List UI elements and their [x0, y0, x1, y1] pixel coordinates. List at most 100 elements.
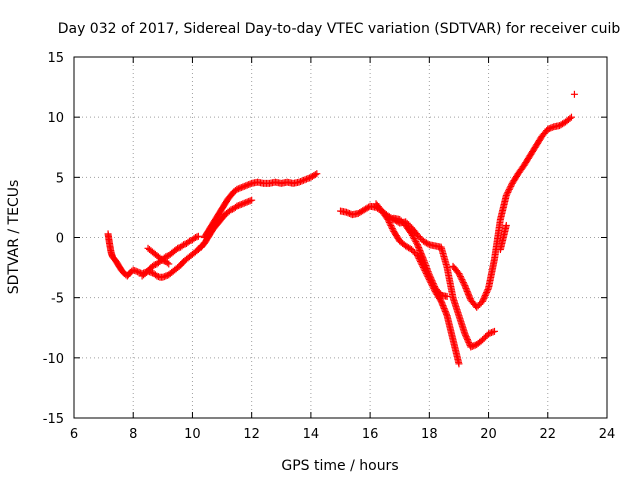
- data-point: [233, 202, 241, 210]
- data-point: [481, 293, 489, 301]
- y-tick-label: 15: [47, 51, 64, 66]
- data-point: [236, 201, 244, 209]
- data-point: [159, 256, 167, 264]
- data-point: [504, 188, 512, 196]
- data-point: [194, 232, 202, 240]
- data-point: [479, 296, 487, 304]
- data-point: [311, 171, 319, 179]
- data-point: [298, 177, 306, 185]
- x-tick-labels: 6 8 10 12 14 16 18 20 22 24: [70, 427, 615, 442]
- series-arc-7: [372, 200, 463, 368]
- data-point: [505, 187, 513, 195]
- series-arc-3: [144, 244, 173, 268]
- data-point: [163, 259, 171, 267]
- data-point: [242, 182, 250, 190]
- data-point: [459, 277, 467, 285]
- data-point: [470, 342, 478, 350]
- x-tick-label: 18: [421, 427, 438, 442]
- data-point: [154, 273, 162, 281]
- data-point: [384, 215, 392, 223]
- data-point: [463, 334, 471, 342]
- data-point: [386, 220, 394, 228]
- data-point: [237, 200, 245, 208]
- data-point: [162, 272, 170, 280]
- data-point: [408, 231, 416, 239]
- data-point: [237, 184, 245, 192]
- data-point: [427, 275, 435, 283]
- data-point: [479, 297, 487, 305]
- data-point: [462, 331, 470, 339]
- data-point: [483, 287, 491, 295]
- data-point: [248, 196, 256, 204]
- data-point: [132, 267, 140, 275]
- data-point: [313, 170, 321, 178]
- data-point: [479, 336, 487, 344]
- data-point: [464, 337, 472, 345]
- x-tick-label: 6: [70, 427, 78, 442]
- data-point: [129, 266, 137, 274]
- data-point: [566, 114, 574, 122]
- data-point: [473, 303, 481, 311]
- data-point: [234, 202, 242, 210]
- data-point: [174, 244, 182, 252]
- data-point: [242, 199, 250, 207]
- data-point: [427, 274, 435, 282]
- data-point: [429, 278, 437, 286]
- data-point: [185, 237, 193, 245]
- data-point: [424, 240, 432, 248]
- x-tick-label: 10: [184, 427, 201, 442]
- data-point: [482, 333, 490, 341]
- data-point: [165, 260, 173, 268]
- data-point: [428, 277, 436, 285]
- data-point: [191, 234, 199, 241]
- data-point: [239, 183, 247, 191]
- data-point: [462, 333, 470, 341]
- data-point: [236, 184, 244, 192]
- data-point: [455, 360, 463, 368]
- data-point: [456, 271, 464, 279]
- y-tick-label: -15: [43, 412, 64, 427]
- data-point: [463, 336, 471, 344]
- data-point: [570, 90, 578, 98]
- data-point: [547, 124, 555, 132]
- data-point: [301, 176, 309, 184]
- data-point: [425, 271, 433, 279]
- data-point: [159, 273, 167, 281]
- series-arc-5: [200, 170, 321, 241]
- data-point: [411, 236, 419, 244]
- data-point: [399, 218, 407, 226]
- data-point: [396, 215, 404, 223]
- data-point: [160, 273, 168, 281]
- data-point: [408, 230, 416, 238]
- data-point: [302, 175, 310, 183]
- data-point: [544, 125, 552, 133]
- x-axis-label: GPS time / hours: [281, 458, 398, 474]
- data-point: [490, 327, 498, 335]
- data-point: [246, 180, 254, 188]
- y-tick-label: 0: [56, 232, 64, 247]
- data-points: [104, 90, 578, 368]
- data-point: [385, 218, 393, 226]
- data-point: [388, 224, 396, 232]
- data-point: [506, 184, 514, 192]
- chart-title: Day 032 of 2017, Sidereal Day-to-day VTE…: [58, 21, 621, 37]
- y-tick-label: 10: [47, 111, 64, 126]
- data-point: [567, 113, 575, 121]
- data-point: [458, 276, 466, 284]
- data-point: [476, 300, 484, 308]
- y-axis-label: SDTVAR / TECUs: [6, 180, 22, 295]
- x-tick-label: 24: [599, 427, 616, 442]
- data-point: [193, 233, 201, 241]
- data-point: [388, 223, 396, 231]
- data-point: [474, 302, 482, 310]
- data-point: [240, 199, 248, 207]
- data-point: [410, 235, 418, 243]
- series-arc-6: [337, 202, 498, 351]
- data-point: [443, 292, 451, 300]
- data-point: [153, 272, 161, 280]
- data-point: [240, 182, 248, 190]
- data-point: [345, 209, 353, 217]
- data-point: [459, 279, 467, 287]
- x-tick-label: 12: [243, 427, 260, 442]
